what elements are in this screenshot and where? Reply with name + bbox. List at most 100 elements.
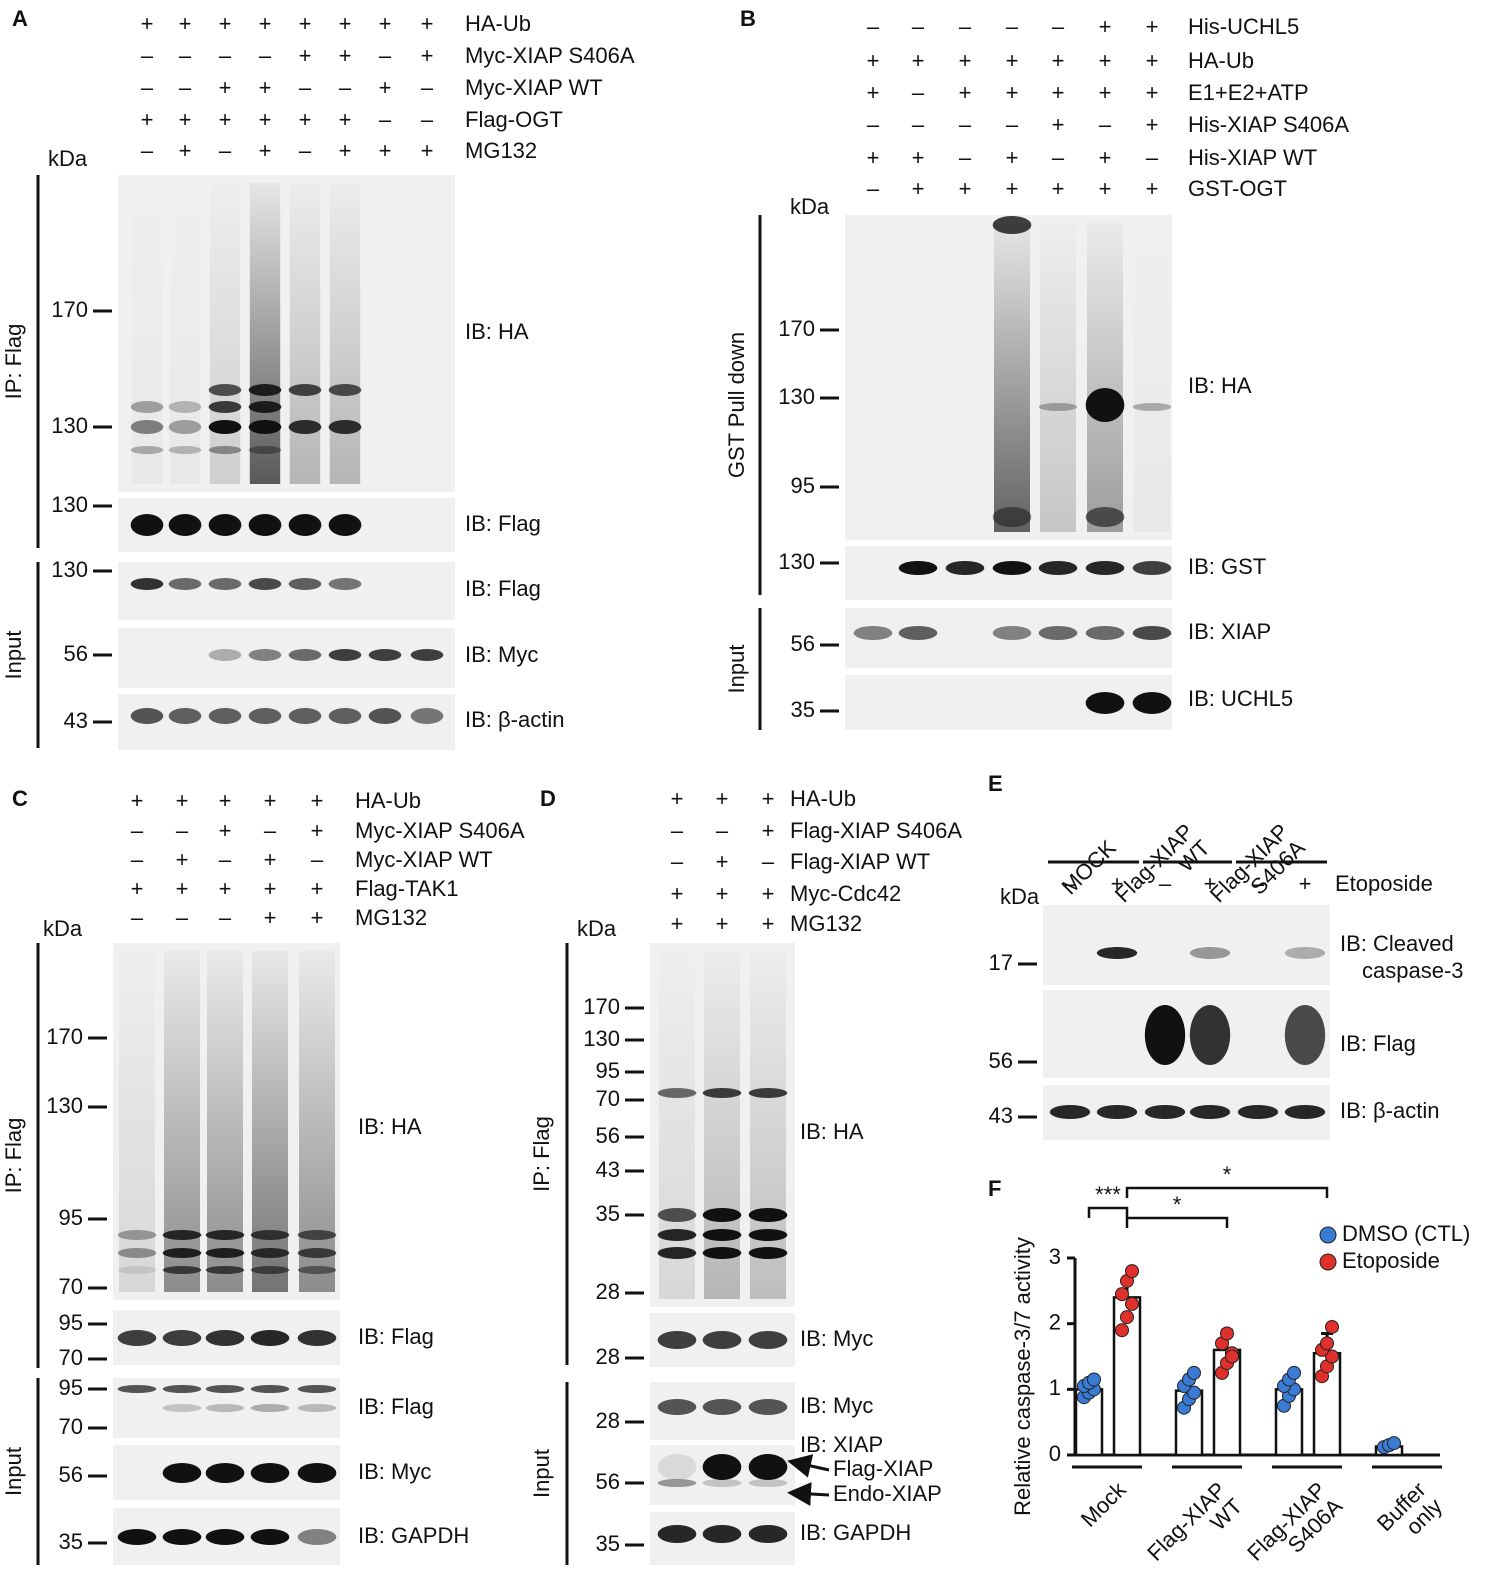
- band: [748, 1331, 788, 1349]
- blot: [118, 562, 455, 620]
- condition-sign: +: [264, 876, 277, 901]
- condition-sign: –: [379, 43, 392, 68]
- condition-label: HA-Ub: [1188, 48, 1254, 73]
- band: [205, 1266, 245, 1274]
- band: [297, 1463, 337, 1483]
- band: [250, 1404, 290, 1412]
- mw-marker: 130: [51, 492, 88, 517]
- side-label: IP: Flag: [1, 1118, 26, 1194]
- condition-label: Myc-XIAP S406A: [355, 818, 525, 843]
- condition-sign: +: [259, 11, 272, 36]
- smear: [207, 951, 243, 1292]
- condition-sign: +: [379, 75, 392, 100]
- condition-sign: +: [421, 11, 434, 36]
- band: [248, 446, 282, 454]
- mw-marker: 43: [989, 1103, 1013, 1128]
- condition-sign: –: [912, 80, 925, 105]
- band: [657, 1525, 697, 1543]
- condition-label: GST-OGT: [1188, 176, 1287, 201]
- blot: [1043, 1085, 1330, 1140]
- condition-label: MG132: [465, 138, 537, 163]
- band: [168, 514, 202, 536]
- band: [657, 1088, 697, 1098]
- band: [702, 1229, 742, 1241]
- condition-sign: –: [1099, 112, 1112, 137]
- band: [1284, 947, 1326, 959]
- condition-sign: +: [1146, 14, 1159, 39]
- y-axis-label: Relative caspase-3/7 activity: [1010, 1237, 1035, 1516]
- condition-sign: –: [179, 43, 192, 68]
- mw-marker: 95: [596, 1058, 620, 1083]
- condition-sign: –: [421, 75, 434, 100]
- condition-sign: –: [959, 112, 972, 137]
- condition-sign: +: [176, 788, 189, 813]
- mw-marker: 35: [791, 697, 815, 722]
- band: [205, 1248, 245, 1258]
- panel-letter: E: [988, 771, 1003, 796]
- condition-sign: –: [671, 849, 684, 874]
- blot: [118, 628, 455, 688]
- band: [130, 578, 164, 590]
- band: [1237, 1105, 1279, 1119]
- condition-sign: –: [131, 847, 144, 872]
- mw-marker: 130: [583, 1026, 620, 1051]
- band: [702, 1247, 742, 1259]
- condition-sign: +: [1204, 871, 1217, 896]
- mw-marker: 17: [989, 950, 1013, 975]
- condition-sign: +: [1146, 112, 1159, 137]
- condition-sign: +: [1006, 48, 1019, 73]
- condition-sign: –: [219, 847, 232, 872]
- band: [702, 1088, 742, 1098]
- band: [250, 1266, 290, 1274]
- band: [208, 420, 242, 434]
- band: [162, 1330, 202, 1346]
- condition-sign: +: [131, 788, 144, 813]
- data-point: [1220, 1326, 1234, 1341]
- condition-sign: +: [1299, 871, 1312, 896]
- band: [748, 1208, 788, 1222]
- condition-label: HA-Ub: [465, 11, 531, 36]
- y-tick-label: 0: [1049, 1441, 1061, 1466]
- ib-label: IB: XIAP: [800, 1432, 883, 1457]
- band: [248, 514, 282, 536]
- band: [297, 1529, 337, 1545]
- ib-label: IB: Flag: [358, 1394, 434, 1419]
- smear: [1087, 223, 1123, 532]
- band: [297, 1266, 337, 1274]
- mw-marker: 130: [778, 384, 815, 409]
- band: [898, 561, 938, 575]
- mw-marker: 28: [596, 1279, 620, 1304]
- condition-sign: –: [867, 112, 880, 137]
- ib-label: IB: Myc: [800, 1393, 873, 1418]
- band: [657, 1331, 697, 1349]
- band: [162, 1385, 202, 1393]
- band: [248, 384, 282, 396]
- band: [702, 1454, 742, 1480]
- band: [657, 1208, 697, 1222]
- condition-sign: –: [179, 75, 192, 100]
- condition-sign: +: [259, 75, 272, 100]
- condition-sign: +: [179, 11, 192, 36]
- mw-marker: 130: [51, 557, 88, 582]
- condition-sign: –: [176, 905, 189, 930]
- condition-sign: +: [959, 80, 972, 105]
- condition-sign: +: [299, 43, 312, 68]
- condition-label: Myc-XIAP WT: [355, 847, 493, 872]
- kda-label: kDa: [43, 916, 83, 941]
- band: [1096, 947, 1138, 959]
- condition-sign: –: [339, 75, 352, 100]
- band: [853, 626, 893, 640]
- condition-sign: –: [379, 107, 392, 132]
- band: [1132, 403, 1172, 411]
- condition-sign: –: [219, 138, 232, 163]
- condition-sign: +: [1052, 112, 1065, 137]
- band: [288, 578, 322, 590]
- bar: [1112, 1296, 1142, 1457]
- condition-sign: +: [671, 786, 684, 811]
- ib-label: IB: β-actin: [1340, 1098, 1439, 1123]
- condition-sign: –: [421, 107, 434, 132]
- band: [288, 384, 322, 396]
- condition-sign: +: [1146, 176, 1159, 201]
- smear: [750, 951, 786, 1299]
- condition-sign: +: [339, 43, 352, 68]
